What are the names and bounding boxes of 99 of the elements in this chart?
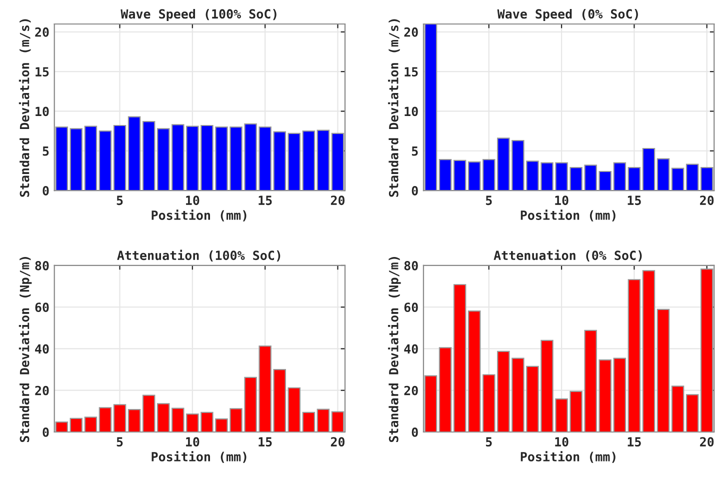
x-tick-label: 10 (555, 437, 568, 447)
bar (331, 411, 344, 432)
bar (642, 148, 656, 191)
y-tick-label: 80 (35, 260, 49, 270)
bar (98, 407, 112, 432)
bar (438, 347, 452, 432)
y-axis-title: Standard Deviation (Np/m) (18, 257, 32, 442)
bar (113, 124, 126, 191)
x-tick-label: 5 (486, 196, 492, 206)
bar (424, 375, 438, 432)
bar (628, 166, 641, 191)
y-tick-label: 5 (412, 146, 418, 156)
x-tick-label: 15 (258, 437, 272, 447)
bar (128, 408, 141, 432)
bar (273, 368, 286, 432)
y-tick-label: 10 (404, 106, 418, 116)
bar (453, 160, 466, 191)
bar (700, 166, 714, 191)
bar (671, 168, 684, 191)
bar (288, 132, 301, 191)
bar (468, 310, 481, 432)
x-axis-title: Position (mm) (152, 451, 246, 463)
bar (302, 412, 316, 432)
x-tick-label: 5 (486, 437, 492, 447)
y-tick-label: 20 (404, 386, 418, 396)
bar (598, 170, 612, 191)
x-tick-label: 10 (555, 196, 568, 206)
bar (686, 394, 699, 432)
y-axis-title: Standard Deviation (m/s) (388, 19, 400, 197)
bar (156, 403, 170, 432)
y-tick-label: 15 (36, 67, 49, 77)
bar (453, 284, 466, 432)
bar (316, 408, 330, 432)
y-tick-label: 0 (42, 186, 49, 196)
y-tick-label: 5 (42, 146, 49, 156)
bar (642, 270, 656, 432)
bar (331, 132, 344, 191)
bar (613, 162, 626, 191)
bar (55, 421, 68, 432)
y-axis-title: Standard Deviation (m/s) (18, 19, 31, 197)
y-tick-label: 0 (412, 427, 418, 437)
chart-title: Attenuation (100% SoC) (117, 250, 280, 262)
y-tick-label: 40 (35, 344, 49, 354)
bar (273, 131, 286, 191)
x-axis-title: Position (mm) (520, 210, 616, 222)
bar (598, 359, 612, 432)
bar (468, 161, 481, 191)
bar (482, 374, 496, 432)
x-tick-label: 15 (258, 196, 272, 206)
chart-title: Attenuation (0% SoC) (494, 250, 642, 262)
bar (613, 358, 626, 432)
y-tick-label: 10 (36, 106, 49, 116)
x-tick-label: 20 (700, 196, 714, 206)
bar (438, 159, 452, 191)
chart-title: Wave Speed (0% SoC) (497, 8, 638, 22)
bar (128, 116, 141, 191)
bar (70, 128, 83, 191)
y-tick-label: 80 (404, 260, 418, 270)
bar (142, 394, 156, 432)
bar (70, 418, 83, 432)
y-tick-label: 20 (35, 27, 49, 37)
x-tick-label: 15 (628, 437, 641, 447)
bar (656, 158, 670, 191)
chart-title: Wave Speed (100% SoC) (120, 8, 276, 22)
x-tick-label: 10 (186, 196, 200, 206)
y-tick-label: 0 (412, 186, 418, 196)
y-tick-label: 40 (404, 344, 418, 354)
bar (156, 128, 170, 191)
x-axis-title: Position (mm) (520, 451, 616, 463)
bar (84, 126, 98, 191)
bar (113, 404, 126, 432)
bar (482, 159, 496, 191)
y-tick-label: 0 (42, 427, 49, 437)
x-tick-label: 5 (116, 196, 123, 206)
bar (55, 126, 68, 191)
x-tick-label: 15 (628, 196, 641, 206)
y-tick-label: 60 (35, 302, 49, 312)
y-tick-label: 15 (404, 67, 418, 77)
y-tick-label: 20 (35, 386, 49, 396)
y-tick-label: 20 (404, 27, 418, 37)
x-axis-title: Position (mm) (152, 210, 246, 222)
y-axis-title: Standard Deviation (Np/m) (388, 257, 401, 442)
bar (656, 308, 670, 432)
x-tick-label: 5 (116, 437, 123, 447)
bar (142, 120, 156, 191)
x-tick-label: 20 (330, 437, 345, 447)
x-tick-label: 20 (700, 437, 714, 447)
y-tick-label: 60 (404, 302, 418, 312)
bar (686, 164, 699, 191)
bar (628, 279, 641, 432)
bar (671, 386, 684, 432)
bar (700, 268, 714, 432)
bar (288, 387, 301, 432)
x-tick-label: 10 (186, 437, 200, 447)
x-tick-label: 20 (330, 196, 345, 206)
bar (316, 130, 330, 191)
bar (302, 130, 316, 191)
bar (98, 130, 112, 191)
bar (84, 416, 98, 432)
